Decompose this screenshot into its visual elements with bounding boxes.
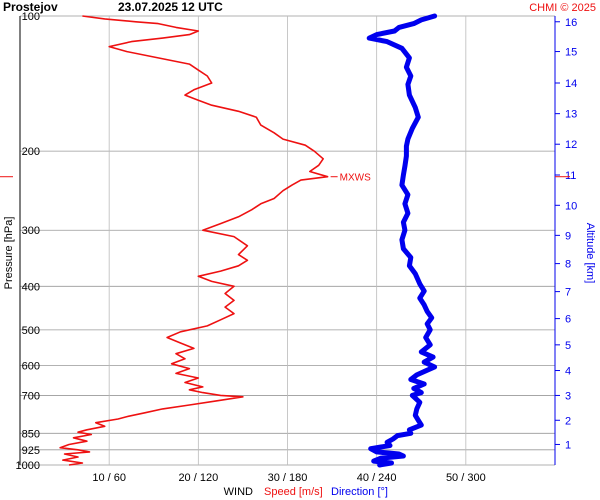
credit-label: CHMI © 2025 [529,2,596,14]
pressure-tick-label: 925 [22,445,40,457]
pressure-tick-label: 400 [22,281,40,293]
x-label-direction: Direction [°] [331,486,388,498]
altitude-tick-label: 7 [565,287,571,299]
pressure-tick-label: 100 [22,11,40,23]
altitude-tick-label: 15 [565,47,577,59]
pressure-tick-label: 600 [22,360,40,372]
wind-gridlines [108,16,467,465]
altitude-tick-label: 11 [565,170,576,182]
altitude-tick-label: 14 [565,78,577,90]
max-wind-marker: MXWS [0,173,570,184]
altitude-tick-label: 13 [565,109,577,121]
altitude-tick-label: 9 [565,230,571,242]
station-title: Prostejov [3,0,58,14]
axis-frame [19,16,556,465]
wind-tick-label: 50 / 300 [446,472,486,484]
y-axis-label: Pressure [hPa] [3,217,15,290]
altitude-tick-label: 3 [565,390,571,402]
altitude-tick-label: 5 [565,340,571,352]
wind-tick-label: 20 / 120 [178,472,218,484]
pressure-tick-label: 500 [22,325,40,337]
pressure-tick-label: 1000 [16,460,40,472]
altitude-tick-label: 10 [565,200,577,212]
wind-tick-label: 10 / 60 [92,472,126,484]
series-layer [59,13,438,468]
pressure-tick-label: 700 [22,390,40,402]
mxws-label: MXWS [340,173,371,184]
altitude-tick-label: 4 [565,366,571,378]
pressure-tick-label: 300 [22,225,40,237]
wind-tick-label: 30 / 180 [268,472,308,484]
y2-axis-label: Altitude [km] [584,223,596,284]
altitude-tick-label: 16 [565,17,577,29]
wind-tick-labels: 10 / 60 20 / 120 30 / 180 40 / 240 50 / 300 [92,472,485,484]
pressure-tick-label: 850 [22,428,40,440]
altitude-tick-label: 8 [565,259,571,271]
wind-tick-label: 40 / 240 [357,472,397,484]
datetime-title: 23.07.2025 12 UTC [118,0,223,14]
x-label-speed: Speed [m/s] [264,486,323,498]
altitude-tick-label: 1 [565,439,571,451]
altitude-tick-label: 2 [565,415,571,427]
x-label-wind: WIND [224,486,253,498]
speed-series-line [59,15,329,466]
altitude-tick-label: 6 [565,314,571,326]
altitude-tick-label: 12 [565,139,577,151]
pressure-tick-label: 200 [22,146,40,158]
pressure-tick-labels: 100 200 300 400 500 600 700 850 925 1000 [16,11,40,472]
direction-series-line [366,13,438,468]
